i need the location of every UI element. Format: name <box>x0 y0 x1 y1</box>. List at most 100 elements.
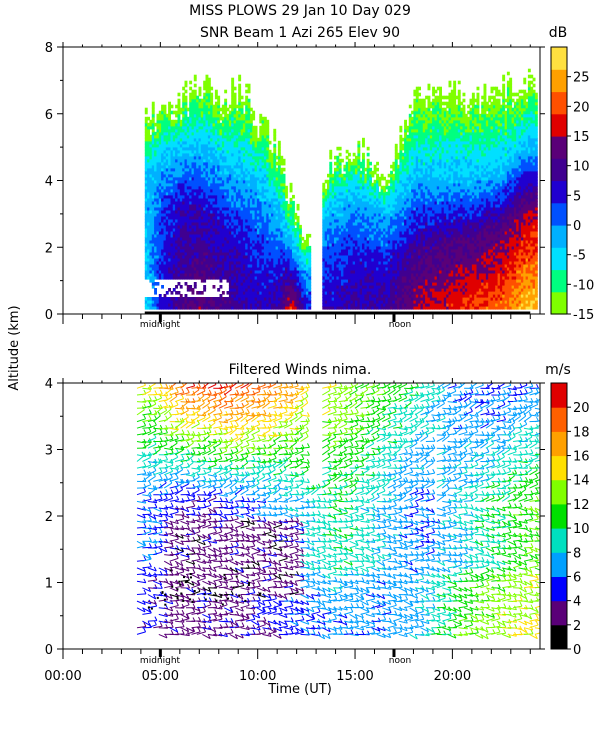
snr-cell <box>231 272 235 277</box>
snr-cell <box>296 239 300 244</box>
snr-cell <box>245 143 249 148</box>
snr-cell <box>156 188 160 193</box>
snr-cell <box>329 164 333 169</box>
snr-cell <box>254 297 258 301</box>
snr-cell <box>168 224 171 229</box>
snr-cell <box>254 140 258 145</box>
snr-cell <box>224 143 228 148</box>
snr-cell <box>336 251 340 256</box>
snr-cell <box>334 233 337 238</box>
snr-cell <box>200 134 204 139</box>
snr-cell <box>287 218 291 223</box>
snr-cell <box>348 288 351 292</box>
snr-cell <box>338 266 342 271</box>
snr-cell <box>266 119 270 124</box>
snr-cell <box>268 200 272 205</box>
snr-cell <box>179 119 183 124</box>
snr-cell <box>217 188 221 193</box>
snr-cell <box>327 288 330 292</box>
snr-cell <box>210 300 214 304</box>
snr-cell <box>268 182 272 187</box>
snr-cell <box>189 179 193 184</box>
snr-cell <box>156 146 160 151</box>
snr-cell <box>172 164 176 169</box>
snr-cell <box>144 107 148 112</box>
snr-cell <box>175 224 178 229</box>
snr-cell <box>343 279 347 283</box>
snr-cell <box>168 245 171 250</box>
snr-cell <box>175 303 178 307</box>
snr-cell <box>182 245 186 250</box>
snr-cell <box>235 122 239 127</box>
snr-cell <box>207 89 211 94</box>
snr-cell <box>261 242 265 247</box>
snr-cell <box>352 306 356 310</box>
snr-cell <box>355 164 358 169</box>
snr-cell <box>217 251 221 256</box>
snr-cell <box>322 260 326 265</box>
snr-cell <box>245 221 249 226</box>
snr-cell <box>212 107 216 112</box>
snr-cell <box>163 263 167 268</box>
snr-cell <box>275 182 279 187</box>
snr-cell <box>357 266 361 271</box>
snr-cell <box>270 155 274 160</box>
snr-cell <box>226 197 230 202</box>
snr-cell <box>212 212 216 217</box>
snr-cell <box>172 251 176 256</box>
snr-cell <box>161 113 164 118</box>
snr-cell <box>277 236 281 241</box>
snr-cell <box>170 194 174 199</box>
snr-cell <box>238 282 242 286</box>
snr-cell <box>331 239 335 244</box>
snr-cell <box>348 291 351 295</box>
snr-cell <box>231 152 235 157</box>
snr-cell <box>149 306 153 310</box>
snr-cell <box>359 173 363 178</box>
snr-cell <box>156 272 160 277</box>
snr-cell <box>329 263 333 268</box>
snr-cell <box>228 297 232 301</box>
snr-cell <box>247 209 251 214</box>
snr-cell <box>196 161 200 166</box>
snr-cell <box>203 128 207 133</box>
snr-cell <box>193 137 197 142</box>
snr-cell <box>242 206 246 211</box>
snr-cell <box>144 212 148 217</box>
snr-cell <box>233 110 237 115</box>
snr-cell <box>193 128 197 133</box>
snr-cell <box>168 140 171 145</box>
snr-cell <box>242 179 246 184</box>
snr-cell <box>196 239 200 244</box>
snr-cell <box>261 140 265 145</box>
snr-cell <box>228 125 232 130</box>
snr-cell <box>294 279 298 283</box>
snr-cell <box>252 257 256 262</box>
snr-cell <box>163 146 167 151</box>
snr-cell <box>184 272 188 277</box>
snr-cell <box>240 215 244 220</box>
snr-cell <box>266 254 270 259</box>
snr-cell <box>341 176 344 181</box>
snr-cell <box>280 206 284 211</box>
snr-cell <box>175 269 178 274</box>
snr-cell <box>175 300 178 304</box>
snr-cell <box>299 230 302 235</box>
snr-cell <box>355 155 358 160</box>
snr-cell <box>270 206 274 211</box>
snr-cell <box>254 143 258 148</box>
snr-cell <box>331 212 335 217</box>
snr-cell <box>261 161 265 166</box>
snr-cell <box>345 288 349 292</box>
snr-cell <box>273 254 277 259</box>
snr-cell <box>266 134 270 139</box>
snr-cell <box>231 276 235 280</box>
snr-cell <box>177 113 181 118</box>
snr-cell <box>170 266 174 271</box>
snr-cell <box>149 134 153 139</box>
snr-cell <box>277 230 281 235</box>
snr-cell <box>306 269 309 274</box>
snr-cell <box>165 306 169 310</box>
snr-cell <box>172 239 176 244</box>
snr-cell <box>198 116 202 121</box>
